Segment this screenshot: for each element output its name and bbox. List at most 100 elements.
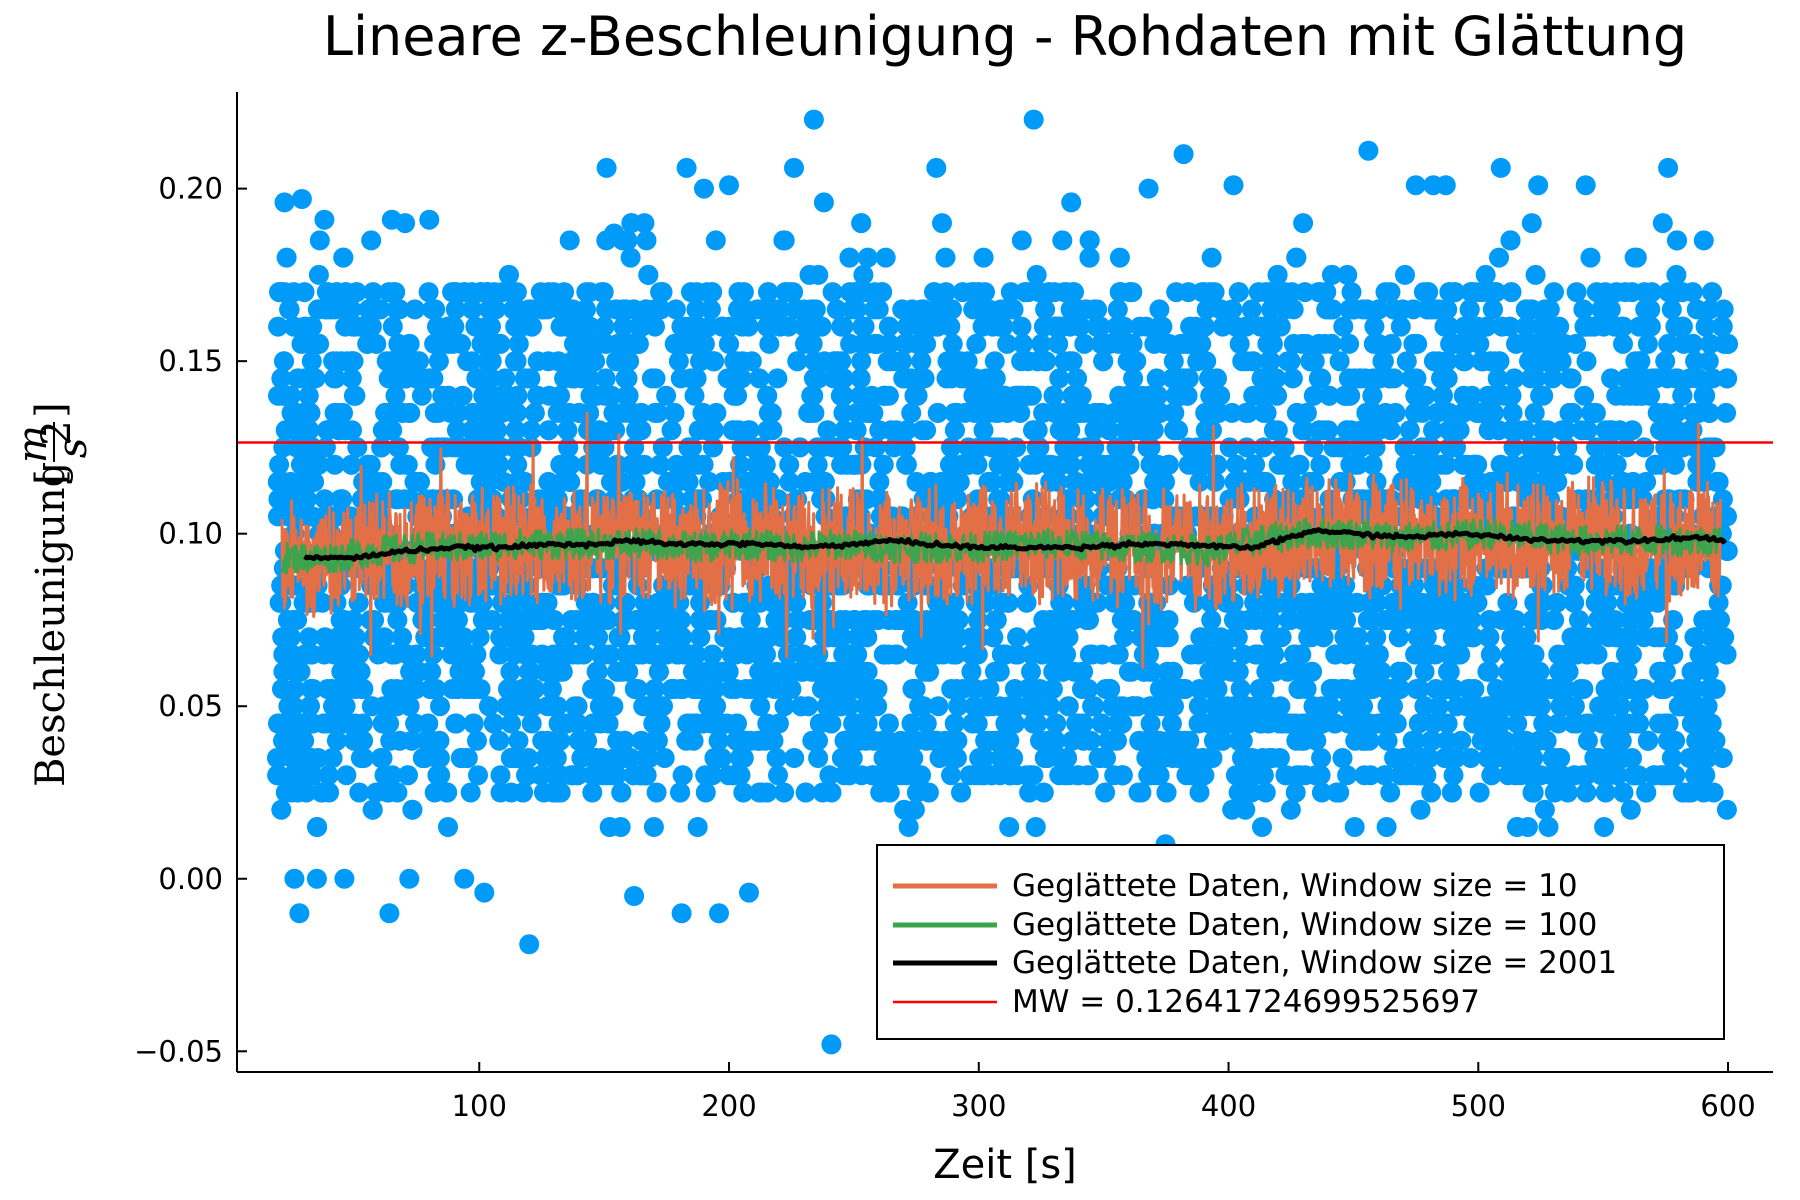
raw-data-point — [1635, 299, 1656, 320]
raw-data-point — [1519, 437, 1540, 458]
raw-data-point — [1044, 282, 1065, 303]
raw-data-point — [845, 713, 866, 734]
raw-data-point — [327, 402, 348, 423]
raw-data-point — [463, 402, 484, 423]
raw-data-point — [341, 299, 362, 320]
raw-data-point — [786, 627, 807, 648]
raw-data-point — [1689, 644, 1710, 665]
raw-data-point — [874, 644, 894, 665]
raw-data-point — [1228, 282, 1249, 303]
raw-data-point — [1416, 627, 1437, 648]
raw-data-point — [1399, 420, 1420, 441]
raw-data-point — [1178, 454, 1199, 475]
raw-data-point — [1095, 782, 1116, 803]
raw-data-point — [1055, 765, 1075, 786]
raw-data-point — [1482, 299, 1503, 320]
raw-data-point — [693, 713, 714, 734]
raw-data-point — [1688, 713, 1709, 734]
raw-data-point — [1274, 437, 1295, 458]
raw-data-point — [1658, 333, 1679, 354]
raw-data-point — [1613, 782, 1634, 803]
raw-data-point — [1703, 610, 1724, 630]
raw-data-point — [1616, 644, 1636, 665]
raw-data-point — [1439, 661, 1460, 682]
raw-data-point — [1210, 385, 1231, 406]
raw-data-point — [387, 610, 408, 630]
raw-data-point — [1149, 299, 1170, 320]
raw-data-point — [664, 402, 685, 423]
raw-data-point — [307, 817, 328, 837]
raw-data-point — [506, 351, 527, 372]
raw-data-point — [550, 316, 571, 337]
raw-data-point — [924, 282, 945, 303]
raw-data-point — [514, 644, 535, 665]
raw-data-point — [1337, 765, 1358, 786]
raw-data-point — [341, 368, 362, 389]
raw-data-point — [1576, 713, 1597, 734]
raw-data-point — [1717, 368, 1738, 389]
raw-data-point — [291, 713, 312, 734]
raw-data-point — [1293, 213, 1314, 234]
raw-data-point — [1539, 351, 1560, 372]
raw-data-point — [798, 402, 819, 423]
raw-data-point — [1672, 316, 1693, 337]
raw-data-point — [1284, 644, 1305, 665]
raw-data-point — [624, 437, 645, 458]
raw-data-point — [1695, 385, 1716, 406]
raw-data-point — [1285, 782, 1306, 803]
raw-data-point — [1021, 661, 1041, 682]
raw-data-point — [1164, 420, 1185, 441]
raw-data-point — [958, 454, 979, 475]
raw-data-point — [1066, 471, 1087, 492]
raw-data-point — [1300, 592, 1321, 613]
raw-data-point — [332, 489, 353, 510]
raw-data-point — [1662, 748, 1683, 768]
raw-data-point — [1207, 454, 1228, 475]
raw-data-point — [879, 782, 900, 803]
raw-data-point — [1451, 730, 1472, 751]
raw-data-point — [794, 316, 815, 337]
raw-data-point — [840, 644, 861, 665]
raw-data-point — [1311, 748, 1332, 768]
raw-data-point — [1403, 333, 1424, 354]
raw-data-point — [1255, 696, 1275, 717]
raw-data-point — [1534, 799, 1555, 820]
raw-data-point — [463, 713, 484, 734]
raw-data-point — [1032, 644, 1053, 665]
raw-data-point — [961, 661, 982, 682]
raw-data-point — [1441, 782, 1462, 803]
raw-data-point — [1463, 713, 1484, 734]
raw-data-point — [1019, 454, 1040, 475]
raw-data-point — [1559, 402, 1580, 423]
raw-data-point — [1640, 316, 1661, 337]
raw-data-point — [1516, 730, 1536, 751]
raw-data-point — [279, 299, 300, 320]
raw-data-point — [1507, 420, 1528, 441]
raw-data-point — [689, 679, 710, 699]
raw-data-point — [1392, 610, 1413, 630]
raw-data-point — [999, 696, 1020, 717]
raw-data-point — [1383, 299, 1404, 320]
raw-data-point — [1154, 696, 1175, 717]
raw-data-point — [1550, 748, 1571, 768]
raw-data-point — [471, 333, 492, 354]
raw-data-point — [1161, 713, 1182, 734]
raw-data-point — [353, 730, 373, 751]
raw-data-point — [380, 730, 401, 751]
raw-data-point — [1262, 282, 1283, 303]
raw-data-point — [1031, 333, 1052, 354]
raw-data-point — [1564, 765, 1585, 786]
raw-data-point — [755, 454, 776, 475]
raw-data-point — [1297, 713, 1317, 734]
raw-data-point — [1362, 454, 1383, 475]
raw-data-point — [1020, 765, 1041, 786]
raw-data-point — [918, 782, 939, 803]
raw-data-point — [1685, 627, 1706, 648]
raw-data-point — [978, 402, 998, 423]
raw-data-point — [641, 368, 662, 389]
raw-data-point — [1585, 592, 1606, 613]
raw-data-point — [1555, 420, 1576, 441]
raw-data-point — [361, 230, 382, 251]
raw-data-point — [1607, 765, 1628, 786]
